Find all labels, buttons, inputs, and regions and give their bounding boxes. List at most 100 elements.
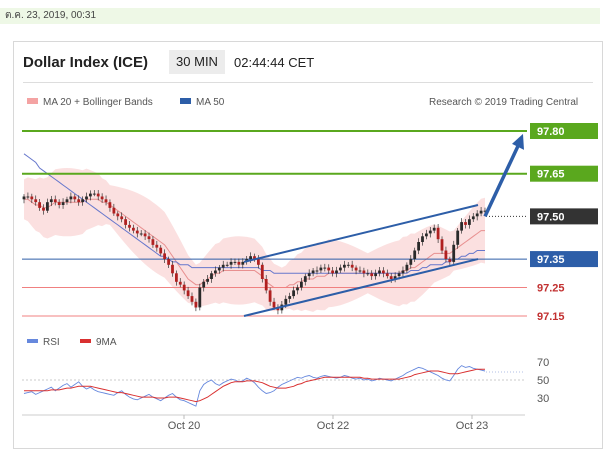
price-label-97-50: 97.50 bbox=[537, 211, 565, 223]
ma50-legend-swatch bbox=[180, 98, 191, 104]
candle-body bbox=[389, 276, 393, 279]
candle-body bbox=[159, 247, 163, 254]
price-tag-97-35 bbox=[530, 251, 598, 268]
channel-lower-line bbox=[243, 258, 479, 317]
timestamp-bar: ต.ค. 23, 2019, 00:31 bbox=[0, 8, 600, 24]
candle-body bbox=[292, 290, 295, 297]
time-tick-label: Oct 22 bbox=[317, 420, 349, 432]
candle-body bbox=[425, 233, 428, 237]
candle-body bbox=[128, 224, 131, 228]
candle-body bbox=[171, 264, 174, 274]
rsi-legend: RSI 9MA bbox=[27, 337, 117, 348]
candle-body bbox=[452, 244, 456, 262]
candle-body bbox=[428, 230, 432, 234]
header-time: 02:44:44 CET bbox=[234, 55, 315, 70]
candle-body bbox=[327, 267, 331, 271]
price-legend: MA 20 + Bollinger Bands MA 50 Research ©… bbox=[27, 97, 578, 108]
candle-body bbox=[143, 233, 147, 237]
candle-body bbox=[124, 219, 127, 225]
candle-body bbox=[315, 270, 319, 272]
rsi-tick-label: 50 bbox=[537, 375, 549, 387]
candle-body bbox=[53, 199, 57, 203]
candle-body bbox=[397, 273, 401, 277]
candle-body bbox=[198, 287, 202, 308]
forecast-arrow-shaft bbox=[483, 143, 521, 218]
candle-body bbox=[257, 259, 260, 265]
candle-body bbox=[456, 230, 460, 245]
candle-body bbox=[413, 250, 417, 259]
rsi-tick-label: 30 bbox=[537, 393, 549, 405]
candle-body bbox=[65, 199, 69, 203]
candle-body bbox=[432, 227, 436, 231]
candle-body bbox=[217, 267, 221, 271]
candle-body bbox=[303, 276, 307, 282]
candle-body bbox=[331, 270, 334, 274]
rsi-tick-label: 70 bbox=[537, 357, 549, 369]
candle-body bbox=[311, 270, 315, 274]
candle-body bbox=[26, 196, 30, 198]
candle-body bbox=[436, 227, 440, 240]
channel-upper-line bbox=[243, 204, 479, 263]
timestamp-text: ต.ค. 23, 2019, 00:31 bbox=[5, 10, 97, 21]
candle-body bbox=[362, 270, 366, 274]
candle-body bbox=[108, 202, 112, 208]
candle-body bbox=[135, 230, 139, 234]
candle-body bbox=[34, 199, 38, 203]
candle-body bbox=[202, 281, 206, 288]
time-axis: Oct 20 Oct 22 Oct 23 bbox=[22, 414, 525, 432]
candle-body bbox=[155, 244, 159, 248]
price-label-97-15: 97.15 bbox=[537, 311, 565, 323]
price-labels-layer: 97.80 97.65 97.50 97.35 97.25 97.15 bbox=[530, 123, 598, 323]
price-label-97-25: 97.25 bbox=[537, 283, 565, 295]
candle-body bbox=[343, 264, 346, 268]
candle-body bbox=[206, 279, 209, 282]
candle-body bbox=[378, 270, 381, 274]
bollinger-band-layer bbox=[24, 168, 485, 312]
candle-body bbox=[139, 233, 143, 235]
forecast-arrow-head bbox=[512, 133, 524, 150]
candle-body bbox=[38, 202, 41, 208]
candle-body bbox=[370, 273, 374, 277]
candle-body bbox=[69, 196, 73, 200]
candle-body bbox=[61, 202, 65, 205]
interval-badge[interactable]: 30 MIN bbox=[169, 50, 225, 74]
candle-body bbox=[116, 213, 120, 217]
candle-body bbox=[241, 261, 245, 265]
candle-body bbox=[249, 256, 252, 259]
candle-body bbox=[233, 261, 237, 263]
candle-body bbox=[335, 270, 338, 274]
level-lines-layer bbox=[22, 130, 527, 317]
bollinger-band bbox=[24, 168, 485, 312]
candle-body bbox=[374, 273, 377, 277]
instrument-title: Dollar Index (ICE) bbox=[23, 54, 149, 71]
ma20-legend-label: MA 20 + Bollinger Bands bbox=[43, 97, 153, 108]
candle-body bbox=[194, 301, 198, 308]
candle-body bbox=[22, 196, 26, 200]
candle-body bbox=[112, 207, 116, 214]
candle-body bbox=[288, 296, 292, 299]
candle-body bbox=[253, 256, 256, 259]
candle-body bbox=[100, 196, 104, 200]
rsi-ma-line bbox=[24, 368, 485, 403]
candle-body bbox=[120, 216, 124, 220]
candle-body bbox=[276, 307, 280, 311]
candle-body bbox=[296, 287, 299, 291]
rsi-ma-legend-label: 9MA bbox=[96, 337, 117, 348]
candle-body bbox=[229, 261, 233, 265]
candle-body bbox=[421, 236, 424, 242]
header-divider bbox=[23, 82, 593, 83]
candle-body bbox=[42, 207, 45, 211]
candle-body bbox=[284, 298, 288, 305]
candle-body bbox=[147, 236, 151, 240]
candle-body bbox=[350, 264, 354, 268]
candle-body bbox=[221, 264, 225, 268]
price-label-97-35: 97.35 bbox=[537, 254, 565, 266]
candle-body bbox=[409, 259, 413, 265]
price-tag-97-50 bbox=[530, 208, 598, 225]
candle-body bbox=[307, 273, 311, 277]
price-label-97-80: 97.80 bbox=[537, 126, 565, 138]
candle-body bbox=[89, 193, 92, 197]
candle-body bbox=[448, 259, 452, 262]
price-tag-97-80 bbox=[530, 123, 598, 139]
